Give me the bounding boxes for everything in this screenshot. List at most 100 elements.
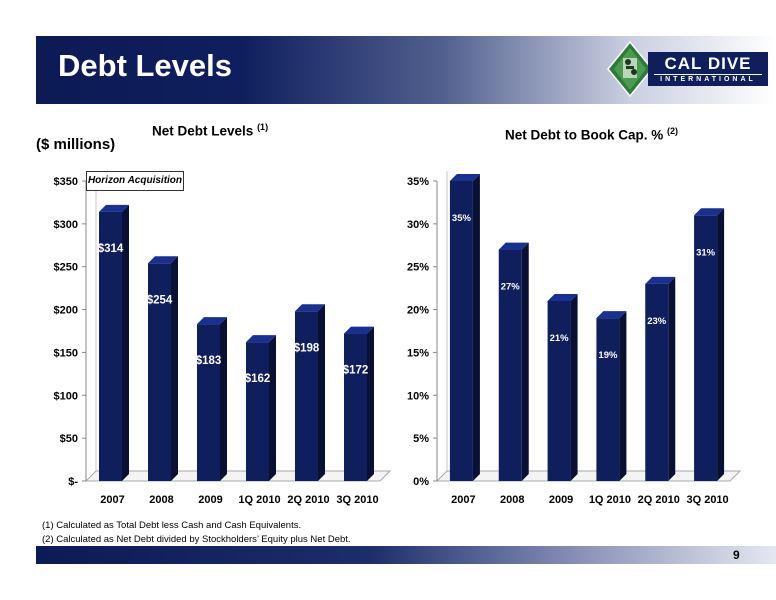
bar-side-face	[619, 311, 627, 481]
chart-2-title-text: Net Debt to Book Cap. %	[505, 127, 664, 143]
bar-side-face	[220, 317, 227, 481]
bar-side-face	[122, 204, 129, 481]
y-tick-label: 35%	[407, 176, 429, 188]
bar-top-face	[295, 304, 325, 312]
x-category-label: 2009	[198, 494, 222, 506]
logo-subtitle: INTERNATIONAL	[654, 74, 762, 84]
chart-2-title: Net Debt to Book Cap. % (2)	[505, 126, 678, 143]
x-category-label: 3Q 2010	[686, 494, 728, 506]
data-label: 35%	[452, 213, 472, 224]
bar-side-face	[367, 326, 374, 481]
bar-top-face	[99, 204, 129, 212]
y-tick-label: $250	[54, 262, 78, 274]
chart-1-title: Net Debt Levels (1)	[152, 122, 268, 139]
bar-front-face	[449, 181, 473, 481]
chart-1-title-footnote: (1)	[257, 122, 269, 132]
chart-2-title-footnote: (2)	[667, 126, 679, 136]
bar-side-face	[472, 174, 480, 481]
data-label: $198	[294, 342, 320, 354]
bar-top-face	[344, 326, 374, 334]
y-tick-label: 10%	[407, 390, 429, 402]
bar-front-face	[295, 311, 318, 481]
y-tick-label: $350	[54, 176, 78, 188]
data-label: $172	[343, 365, 369, 377]
footnote-1: (1) Calculated as Total Debt less Cash a…	[42, 520, 302, 531]
bar-1q-2010	[246, 335, 276, 481]
bar-2009	[197, 317, 227, 481]
bar-front-face	[596, 318, 620, 481]
data-label: $254	[147, 294, 173, 306]
bar-front-face	[99, 211, 122, 481]
data-label: $314	[98, 243, 124, 255]
logo-name: CAL DIVE	[664, 54, 752, 73]
bar-side-face	[521, 242, 529, 481]
company-logo: CAL DIVE INTERNATIONAL	[606, 40, 770, 98]
bar-2009	[547, 294, 578, 481]
y-tick-label: $300	[54, 219, 78, 231]
page-number: 9	[733, 548, 740, 562]
bar-2008	[148, 256, 178, 481]
x-category-label: 2008	[149, 494, 173, 506]
y-tick-label: $200	[54, 305, 78, 317]
bar-2007	[449, 174, 480, 481]
x-category-label: 2009	[549, 494, 573, 506]
diver-icon	[607, 40, 653, 98]
data-label: 31%	[696, 247, 716, 258]
x-category-label: 2007	[100, 494, 124, 506]
bar-front-face	[547, 301, 571, 481]
x-category-label: 2007	[451, 494, 475, 506]
data-label: $162	[245, 373, 271, 385]
y-tick-label: 15%	[407, 347, 429, 359]
bar-side-face	[318, 304, 325, 481]
bar-front-face	[344, 333, 367, 481]
page-title: Debt Levels	[58, 48, 233, 83]
x-category-label: 2Q 2010	[287, 494, 329, 506]
bar-top-face	[596, 311, 627, 319]
y-tick-label: 25%	[407, 262, 429, 274]
y-tick-label: 0%	[413, 476, 429, 488]
header-banner: Debt Levels CAL DIVE INTERNATIONAL	[36, 36, 776, 104]
y-tick-label: 20%	[407, 305, 429, 317]
data-label: 21%	[550, 333, 570, 344]
bar-top-face	[498, 242, 529, 250]
y-tick-label: $-	[68, 476, 78, 488]
bar-side-face	[717, 208, 725, 482]
bar-side-face	[171, 256, 178, 481]
units-label: ($ millions)	[36, 136, 116, 153]
bar-top-face	[148, 256, 178, 264]
bar-top-face	[645, 276, 676, 284]
bar-3q-2010	[694, 208, 725, 482]
bar-front-face	[645, 283, 669, 481]
data-label: 27%	[501, 282, 521, 293]
y-tick-label: $50	[60, 433, 78, 445]
bar-side-face	[570, 294, 578, 481]
bar-side-face	[269, 335, 276, 481]
x-category-label: 1Q 2010	[589, 494, 631, 506]
bar-front-face	[694, 215, 718, 482]
x-category-label: 2Q 2010	[638, 494, 680, 506]
chart-1-title-text: Net Debt Levels	[152, 123, 254, 139]
y-tick-label: $100	[54, 390, 78, 402]
data-label: $183	[196, 355, 222, 367]
logo-wordmark: CAL DIVE INTERNATIONAL	[648, 52, 768, 86]
bar-front-face	[148, 263, 171, 481]
bar-front-face	[246, 342, 269, 481]
bar-2q-2010	[645, 276, 676, 481]
bar-side-face	[668, 276, 676, 481]
bar-3q-2010	[344, 326, 374, 481]
bar-top-face	[694, 208, 725, 216]
bar-1q-2010	[596, 311, 627, 481]
x-category-label: 1Q 2010	[238, 494, 280, 506]
x-category-label: 3Q 2010	[336, 494, 378, 506]
bar-top-face	[197, 317, 227, 325]
footnote-2: (2) Calculated as Net Debt divided by St…	[42, 534, 351, 545]
bar-top-face	[547, 294, 578, 301]
bar-top-face	[449, 174, 480, 181]
bar-2007	[99, 204, 129, 481]
bar-2q-2010	[295, 304, 325, 481]
data-label: 19%	[598, 350, 618, 361]
bar-front-face	[197, 324, 220, 481]
y-tick-label: 30%	[407, 219, 429, 231]
